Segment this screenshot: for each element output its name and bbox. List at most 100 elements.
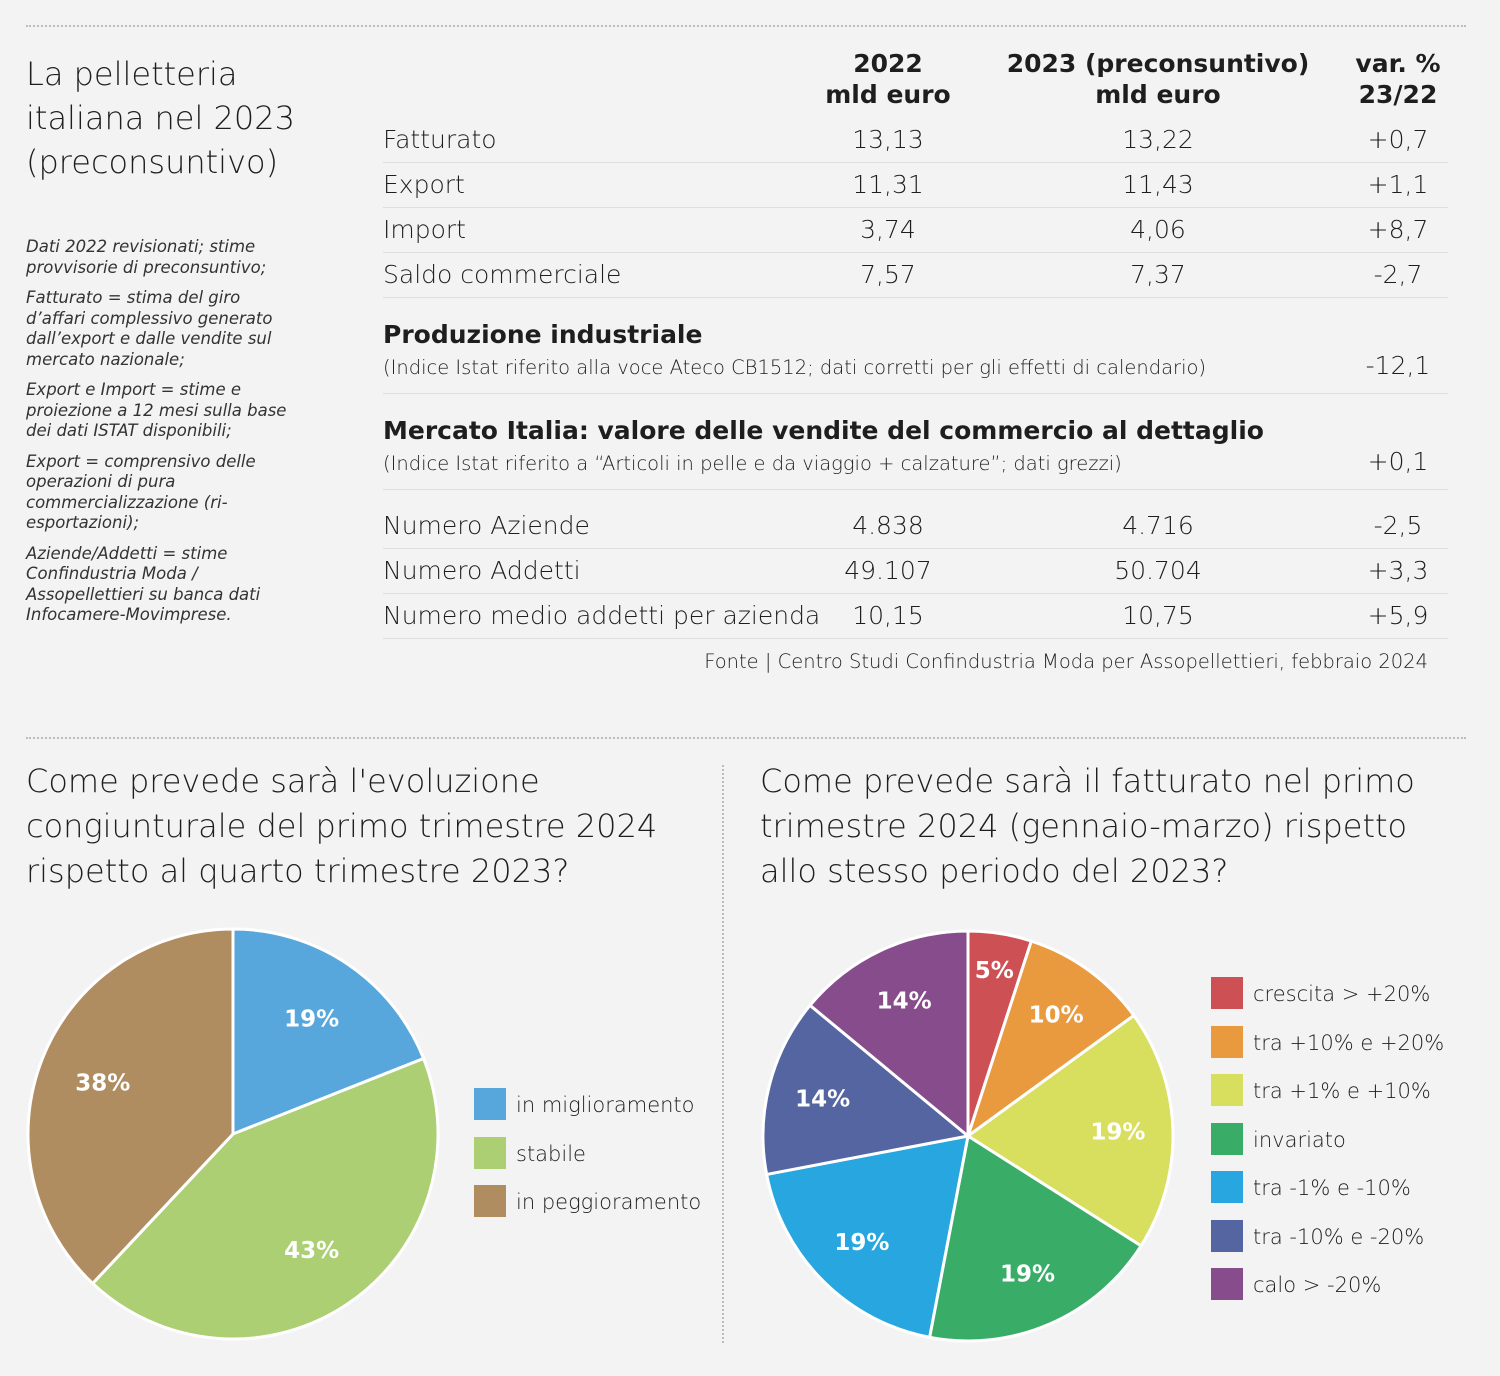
table-cell-label: Fatturato	[383, 125, 497, 154]
section-subtitle: (Indice Istat riferito alla voce Ateco C…	[383, 356, 1207, 379]
header-var: var. % 23/22	[1355, 49, 1441, 109]
slice-label: 5%	[975, 958, 1014, 984]
legend-swatch	[474, 1185, 506, 1217]
legend-swatch	[1211, 1025, 1243, 1058]
pie-slice	[231, 927, 426, 1137]
table-row: Numero Aziende 4.838 4.716 -2,5	[383, 504, 1448, 549]
legend-label: tra -10% e -20%	[1253, 1224, 1425, 1249]
top-divider	[26, 25, 1466, 27]
slice-label: 14%	[795, 1087, 850, 1113]
section-title: Mercato Italia: valore delle vendite del…	[383, 416, 1264, 445]
chart1-title: Come prevede sarà l'evoluzione congiuntu…	[26, 762, 658, 890]
slice-label: 43%	[284, 1238, 339, 1264]
pie-slice	[965, 1013, 1175, 1248]
page-title: La pelletteria italiana nel 2023 (precon…	[26, 55, 295, 181]
table-cell-var: -2,5	[1373, 511, 1423, 540]
table-header: 2022 mld euro 2023 (preconsuntivo) mld e…	[383, 48, 1448, 118]
legend-label: invariato	[1253, 1127, 1346, 1152]
slice-label: 19%	[834, 1230, 889, 1256]
section-subtitle: (Indice Istat riferito a “Articoli in pe…	[383, 452, 1122, 475]
rows-top: Fatturato 13,13 13,22 +0,7 Export 11,31 11,43 +…	[383, 118, 1448, 298]
header-2023: 2023 (preconsuntivo) mld euro	[1006, 49, 1310, 109]
slice-label: 19%	[1090, 1119, 1145, 1145]
slice-label: 19%	[284, 1006, 339, 1032]
table-row: Saldo commerciale 7,57 7,37 -2,7	[383, 253, 1448, 298]
table-cell-label: Numero Aziende	[383, 511, 590, 540]
slice-label: 10%	[1029, 1003, 1084, 1029]
note: Fatturato = stima del giro d’affari comp…	[26, 288, 273, 369]
table-cell-v2022: 4.838	[852, 511, 924, 540]
pie-chart-2: 5% 10% 19% 19% 19% 14% 14%	[761, 929, 1175, 1343]
legend-swatch	[474, 1136, 506, 1169]
table-cell-label: Saldo commerciale	[383, 260, 622, 289]
legend-swatch	[1211, 1268, 1243, 1300]
pie-slice	[761, 1003, 972, 1177]
table-cell-v2023: 7,37	[1130, 260, 1186, 289]
table-cell-v2022: 10,15	[852, 601, 924, 630]
table-row: Numero Addetti 49.107 50.704 +3,3	[383, 549, 1448, 594]
legend-swatch	[1211, 1122, 1243, 1155]
chart2-title: Come prevede sarà il fatturato nel primo…	[760, 762, 1415, 890]
table-cell-v2022: 11,31	[852, 170, 924, 199]
table-cell-label: Numero medio addetti per azienda	[383, 601, 821, 630]
table-cell-var: +8,7	[1367, 215, 1429, 244]
pie-slice	[965, 939, 1136, 1140]
legend-swatch	[1211, 1074, 1243, 1106]
pie-slice	[90, 1056, 440, 1341]
section-produzione: Produzione industriale (Indice Istat rif…	[383, 298, 1448, 394]
table-cell-v2022: 49.107	[844, 556, 932, 585]
table-cell-v2023: 13,22	[1122, 125, 1194, 154]
data-table: 2022 mld euro 2023 (preconsuntivo) mld e…	[383, 48, 1448, 639]
section-title: Produzione industriale	[383, 320, 703, 349]
pie-slice	[26, 927, 235, 1286]
rows-bottom: Numero Aziende 4.838 4.716 -2,5 Numero Addet…	[383, 504, 1448, 639]
legend-swatch	[1211, 1219, 1243, 1252]
source-note: Fonte | Centro Studi Confindustria Moda …	[704, 650, 1428, 673]
table-cell-var: +3,3	[1367, 556, 1429, 585]
slice-label: 38%	[75, 1071, 130, 1097]
table-cell-var: +1,1	[1367, 170, 1429, 199]
table-cell-label: Import	[383, 215, 466, 244]
section-mercato: Mercato Italia: valore delle vendite del…	[383, 394, 1448, 490]
slice-label: 19%	[1000, 1262, 1055, 1288]
table-cell-v2023: 4,06	[1130, 215, 1186, 244]
section-value: -12,1	[1365, 351, 1431, 380]
legend-label: in miglioramento	[516, 1093, 695, 1117]
legend-label: tra +10% e +20%	[1253, 1030, 1445, 1055]
table-row: Export 11,31 11,43 +1,1	[383, 163, 1448, 208]
table-cell-v2022: 3,74	[860, 215, 916, 244]
table-cell-v2023: 11,43	[1122, 170, 1194, 199]
legend-label: tra -1% e -10%	[1253, 1176, 1411, 1200]
table-row: Fatturato 13,13 13,22 +0,7	[383, 118, 1448, 163]
legend-label: stabile	[516, 1141, 586, 1166]
table-cell-v2023: 10,75	[1122, 601, 1194, 630]
header-2022: 2022 mld euro	[825, 49, 951, 109]
table-cell-v2023: 4.716	[1122, 511, 1194, 540]
note: Aziende/Addetti = stime Confindustria Mo…	[26, 543, 261, 625]
table-cell-var: +0,7	[1367, 125, 1429, 154]
slice-label: 14%	[877, 988, 932, 1014]
vertical-divider	[722, 765, 724, 1343]
legend-swatch	[474, 1088, 506, 1120]
pie-slice	[927, 1133, 1144, 1343]
table-cell-var: +5,9	[1367, 601, 1429, 630]
legend-label: crescita > +20%	[1253, 982, 1431, 1006]
table-row: Import 3,74 4,06 +8,7	[383, 208, 1448, 253]
table-row: Numero medio addetti per azienda 10,15 10,…	[383, 594, 1448, 639]
table-cell-label: Numero Addetti	[383, 556, 581, 585]
legend-label: calo > -20%	[1253, 1273, 1382, 1297]
legend-label: tra +1% e +10%	[1253, 1079, 1431, 1103]
section-value: +0,1	[1367, 447, 1429, 476]
pie-chart-1: 19% 43% 38%	[26, 927, 440, 1341]
note: Dati 2022 revisionati; stime provvisorie…	[26, 237, 267, 277]
legend-label: in peggioramento	[516, 1190, 702, 1214]
table-cell-v2023: 50.704	[1114, 556, 1202, 585]
legend-swatch	[1211, 977, 1243, 1009]
table-cell-v2022: 13,13	[852, 125, 924, 154]
middle-divider	[26, 737, 1466, 739]
pie-slice	[764, 1134, 970, 1340]
note: Export e Import = stime e proiezione a 1…	[26, 380, 287, 440]
pie-slice	[807, 929, 970, 1140]
table-cell-v2022: 7,57	[860, 260, 916, 289]
legend-swatch	[1211, 1171, 1243, 1203]
